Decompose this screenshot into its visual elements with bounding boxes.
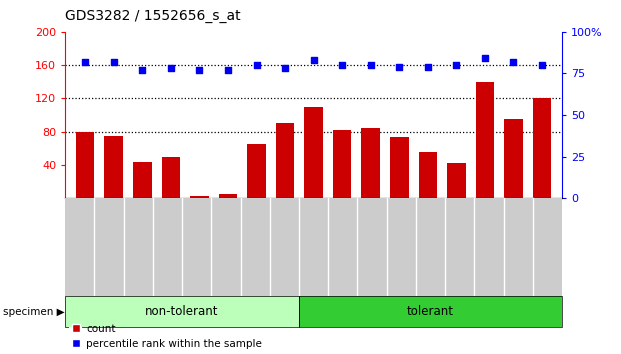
Point [280,65,290,71]
Text: non-tolerant: non-tolerant [145,305,219,318]
Bar [361,129,380,198]
Point [166,65,176,71]
Bar [190,196,209,198]
Point [366,62,376,68]
Point [137,67,147,73]
Bar [161,156,180,198]
Bar [333,130,351,198]
Text: GDS3282 / 1552656_s_at: GDS3282 / 1552656_s_at [65,9,241,23]
Bar [104,136,123,198]
Point [394,64,404,70]
Point [109,59,119,65]
Bar [276,124,294,198]
Bar [476,82,494,198]
Point [509,59,519,65]
Point [337,62,347,68]
Bar [447,163,466,198]
Bar [504,119,523,198]
Bar [247,144,266,198]
Legend: count, percentile rank within the sample: count, percentile rank within the sample [70,324,262,349]
Bar [419,153,437,198]
Point [309,57,319,63]
Bar [76,132,94,198]
Text: specimen ▶: specimen ▶ [3,307,65,316]
Bar [133,162,152,198]
Point [252,62,261,68]
Bar [390,137,409,198]
Point [423,64,433,70]
Text: tolerant: tolerant [407,305,454,318]
Point [194,67,204,73]
Point [451,62,461,68]
Point [480,56,490,61]
Bar [304,107,323,198]
Point [223,67,233,73]
Bar [219,194,237,198]
Point [80,59,90,65]
Bar [533,98,551,198]
Point [537,62,547,68]
